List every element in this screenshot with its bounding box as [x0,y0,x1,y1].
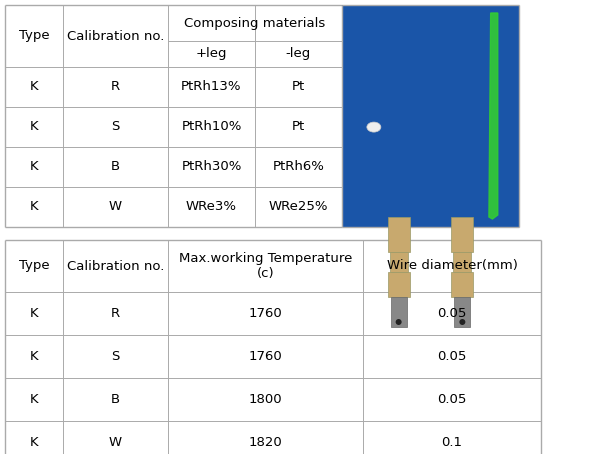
Ellipse shape [367,122,381,132]
Text: R: R [111,80,120,94]
Circle shape [459,319,465,325]
Text: Calibration no.: Calibration no. [67,30,164,43]
Text: -leg: -leg [286,48,311,60]
Bar [453,252,472,272]
Text: K: K [29,393,38,406]
Text: K: K [29,120,38,133]
Text: Calibration no.: Calibration no. [67,260,164,272]
Text: S: S [111,120,120,133]
Text: WRe25%: WRe25% [269,201,328,213]
Text: Pt: Pt [292,80,305,94]
Text: 0.1: 0.1 [441,436,462,449]
Text: +leg: +leg [196,48,227,60]
Bar [390,252,408,272]
Text: PtRh30%: PtRh30% [181,161,242,173]
Text: R: R [111,307,120,320]
Text: 0.05: 0.05 [437,350,467,363]
Circle shape [395,319,402,325]
Text: PtRh10%: PtRh10% [181,120,242,133]
Bar [387,272,410,297]
Text: 0.05: 0.05 [437,393,467,406]
Text: 1760: 1760 [249,350,282,363]
Text: K: K [29,307,38,320]
Text: 1820: 1820 [249,436,282,449]
Bar [342,5,519,227]
Text: B: B [111,161,120,173]
Text: 0.05: 0.05 [437,307,467,320]
Text: S: S [111,350,120,363]
Bar [451,272,473,297]
Text: K: K [29,350,38,363]
Text: 1760: 1760 [249,307,282,320]
Text: W: W [109,436,122,449]
Text: Composing materials: Composing materials [184,16,325,30]
Text: B: B [111,393,120,406]
Text: W: W [109,201,122,213]
Text: Type: Type [18,260,49,272]
Text: K: K [29,436,38,449]
Text: Max.working Temperature
(c): Max.working Temperature (c) [179,252,352,280]
Bar [451,217,473,252]
Text: Type: Type [18,30,49,43]
Text: 1800: 1800 [249,393,282,406]
Text: K: K [29,201,38,213]
Text: PtRh13%: PtRh13% [181,80,242,94]
Bar [387,217,410,252]
Text: K: K [29,161,38,173]
Text: K: K [29,80,38,94]
Polygon shape [489,13,498,219]
Bar [454,297,470,327]
Text: Wire diameter(mm): Wire diameter(mm) [387,260,518,272]
Text: Pt: Pt [292,120,305,133]
Text: WRe3%: WRe3% [186,201,237,213]
Text: PtRh6%: PtRh6% [273,161,324,173]
Bar [391,297,406,327]
